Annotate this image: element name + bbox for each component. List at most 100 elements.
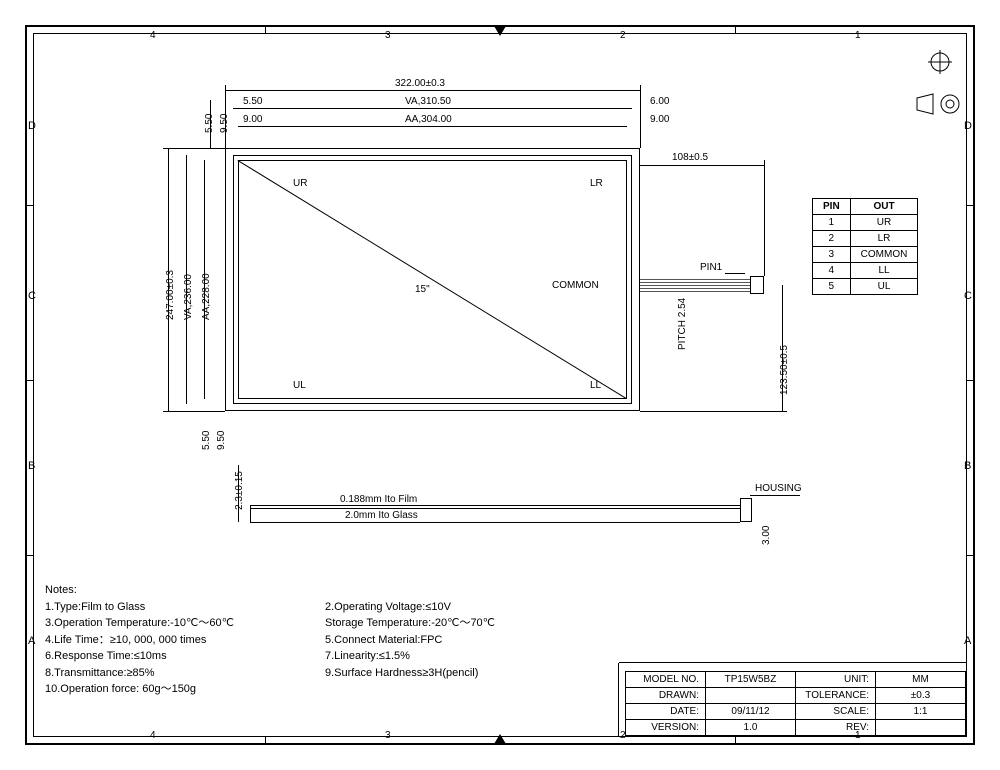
tb-key: UNIT: — [796, 672, 876, 688]
section-housing — [740, 498, 752, 522]
fpc-housing — [750, 276, 764, 294]
note-line: 10.Operation force: 60g～150g — [45, 681, 295, 698]
dim-label: VA,236.00 — [183, 274, 194, 320]
dim-label: 3.00 — [761, 526, 772, 545]
corner-label: UR — [293, 178, 307, 189]
title-block: MODEL NO. TP15W5BZ UNIT: MM DRAWN: TOLER… — [625, 671, 966, 736]
pin-th: PIN — [813, 199, 851, 215]
zone-col: 1 — [855, 30, 861, 41]
zone-col: 3 — [385, 30, 391, 41]
zone-tick — [735, 26, 736, 33]
note-line: 8.Transmittance:≥85% — [45, 665, 295, 682]
dim-label: 9.00 — [650, 114, 669, 125]
dim-label: 9.00 — [243, 114, 262, 125]
dim-label: 123.50±0.5 — [779, 345, 790, 395]
dim-label: 247.00±0.3 — [165, 270, 176, 320]
dim-label: AA,228.00 — [201, 273, 212, 320]
note-line: 1.Type:Film to Glass — [45, 599, 295, 616]
zone-tick — [967, 555, 974, 556]
dim-label: 5.50 — [243, 96, 262, 107]
note-line: 3.Operation Temperature:-10℃～60℃ — [45, 615, 295, 632]
zone-tick — [735, 737, 736, 744]
dim-ext — [764, 160, 765, 276]
pin-td: 3 — [813, 247, 851, 263]
pin1-leader — [725, 273, 745, 274]
tb-val: ±0.3 — [876, 688, 966, 704]
dim-line — [640, 165, 764, 166]
zone-tick — [26, 555, 33, 556]
dim-label: PITCH 2.54 — [677, 298, 688, 350]
corner-label: LR — [590, 178, 603, 189]
zone-row: A — [28, 635, 35, 647]
tb-key: SCALE: — [796, 704, 876, 720]
fpc-trace — [640, 291, 750, 292]
zone-tick — [265, 737, 266, 744]
fpc-trace — [640, 279, 750, 280]
zone-row: B — [28, 460, 35, 472]
pin-td: LR — [850, 231, 918, 247]
fpc-trace — [640, 288, 750, 289]
dim-label: 6.00 — [650, 96, 669, 107]
section-label: 2.0mm Ito Glass — [345, 510, 418, 521]
notes-title: Notes: — [45, 582, 605, 599]
corner-label: UL — [293, 380, 306, 391]
zone-row: A — [964, 635, 971, 647]
notes-block: Notes: 1.Type:Film to Glass 3.Operation … — [45, 582, 605, 698]
dim-line — [233, 108, 632, 109]
note-line: Storage Temperature:-20℃～70℃ — [325, 615, 495, 632]
dim-label: 322.00±0.3 — [395, 78, 445, 89]
dim-ext — [640, 411, 787, 412]
tb-val: MM — [876, 672, 966, 688]
tb-key: VERSION: — [626, 720, 706, 736]
zone-row: D — [964, 120, 972, 132]
dim-label: 9.50 — [216, 431, 227, 450]
zone-tick — [967, 380, 974, 381]
fpc-trace — [640, 285, 750, 286]
zone-tick — [500, 26, 501, 33]
dim-label: 2.3±0.15 — [234, 471, 245, 510]
section-edge — [250, 505, 251, 522]
tb-key: REV: — [796, 720, 876, 736]
dim-label: 108±0.5 — [672, 152, 708, 163]
section-label: 0.188mm Ito Film — [340, 494, 417, 505]
zone-tick — [265, 26, 266, 33]
zone-col: 4 — [150, 30, 156, 41]
zone-row: C — [964, 290, 972, 302]
pin-td: COMMON — [850, 247, 918, 263]
zone-tick — [26, 205, 33, 206]
diag-label: 15" — [415, 284, 430, 295]
tb-key: DRAWN: — [626, 688, 706, 704]
dim-line — [238, 465, 239, 522]
section-film — [250, 508, 740, 509]
zone-tick — [26, 380, 33, 381]
dim-label: 9.50 — [219, 114, 230, 133]
section-label: HOUSING — [755, 483, 802, 494]
zone-col: 2 — [620, 30, 626, 41]
zone-row: C — [28, 290, 36, 302]
zone-col: 4 — [150, 730, 156, 741]
zone-row: D — [28, 120, 36, 132]
note-line: 2.Operating Voltage:≤10V — [325, 599, 495, 616]
tb-key: TOLERANCE: — [796, 688, 876, 704]
dim-ext — [163, 411, 225, 412]
pin-th: OUT — [850, 199, 918, 215]
pin-td: 2 — [813, 231, 851, 247]
tb-key: MODEL NO. — [626, 672, 706, 688]
pin-td: LL — [850, 263, 918, 279]
note-line: 5.Connect Material:FPC — [325, 632, 495, 649]
dim-ext — [640, 85, 641, 148]
tb-key: DATE: — [626, 704, 706, 720]
common-label: COMMON — [552, 280, 599, 291]
dim-line — [238, 126, 627, 127]
pin-table: PINOUT 1UR 2LR 3COMMON 4LL 5UL — [812, 198, 918, 295]
zone-col: 3 — [385, 730, 391, 741]
zone-row: B — [964, 460, 971, 472]
note-line: 7.Linearity:≤1.5% — [325, 648, 495, 665]
dim-label: 5.50 — [201, 431, 212, 450]
pin-td: 5 — [813, 279, 851, 295]
dim-line — [225, 90, 640, 91]
note-line: 4.Life Time：≥10, 000, 000 times — [45, 632, 295, 649]
projection-symbol-icon — [915, 90, 965, 123]
tb-val: TP15W5BZ — [706, 672, 796, 688]
pin-td: UR — [850, 215, 918, 231]
